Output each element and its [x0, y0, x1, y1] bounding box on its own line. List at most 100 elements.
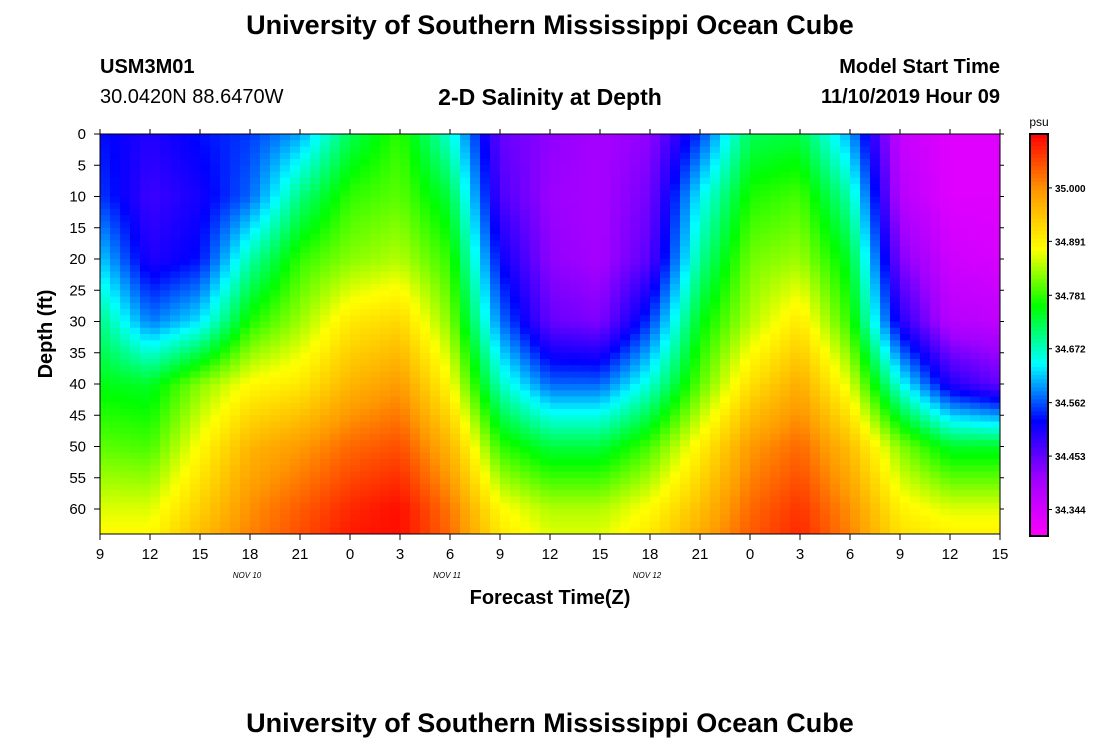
heatmap-cell [850, 409, 861, 416]
heatmap-cell [100, 471, 111, 479]
heatmap-cell [560, 421, 571, 429]
heatmap-cell [800, 177, 811, 185]
heatmap-cell [570, 227, 581, 235]
heatmap-cell [140, 409, 151, 416]
heatmap-cell [160, 296, 171, 304]
heatmap-cell [810, 234, 821, 241]
heatmap-cell [630, 409, 641, 416]
heatmap-cell [400, 152, 411, 160]
heatmap-cell [520, 465, 531, 473]
heatmap-cell [710, 415, 721, 423]
heatmap-cell [680, 296, 691, 304]
heatmap-cell [420, 196, 431, 204]
heatmap-cell [600, 459, 611, 466]
heatmap-cell [250, 446, 261, 454]
heatmap-cell [460, 334, 471, 341]
heatmap-cell [360, 396, 371, 404]
heatmap-cell [590, 240, 601, 248]
heatmap-cell [720, 302, 731, 310]
heatmap-cell [700, 452, 711, 460]
heatmap-cell [440, 465, 451, 473]
heatmap-cell [670, 227, 681, 235]
heatmap-cell [240, 327, 251, 335]
heatmap-cell [260, 196, 271, 204]
heatmap-cell [740, 296, 751, 304]
heatmap-cell [330, 346, 341, 354]
heatmap-cell [770, 246, 781, 254]
heatmap-cell [350, 390, 361, 398]
heatmap-cell [380, 171, 391, 179]
heatmap-cell [710, 209, 721, 216]
heatmap-cell [340, 334, 351, 341]
heatmap-cell [310, 334, 321, 341]
heatmap-cell [560, 252, 571, 260]
heatmap-cell [710, 265, 721, 273]
heatmap-cell [620, 427, 631, 435]
heatmap-cell [920, 365, 931, 373]
heatmap-cell [510, 440, 521, 448]
heatmap-cell [930, 327, 941, 335]
heatmap-cell [110, 184, 121, 191]
heatmap-cell [410, 196, 421, 204]
heatmap-cell [280, 427, 291, 435]
heatmap-cell [700, 296, 711, 304]
heatmap-cell [930, 309, 941, 316]
heatmap-cell [100, 290, 111, 298]
heatmap-cell [850, 340, 861, 348]
heatmap-cell [890, 396, 901, 404]
heatmap-cell [970, 190, 981, 198]
heatmap-cell [410, 471, 421, 479]
heatmap-cell [880, 402, 891, 410]
heatmap-cell [530, 409, 541, 416]
heatmap-cell [280, 246, 291, 254]
heatmap-cell [200, 152, 211, 160]
heatmap-cell [830, 146, 841, 154]
heatmap-cell [350, 134, 361, 141]
heatmap-cell [560, 184, 571, 191]
heatmap-cell [890, 159, 901, 166]
heatmap-cell [560, 240, 571, 248]
heatmap-cell [910, 271, 921, 279]
heatmap-cell [290, 277, 301, 285]
heatmap-cell [900, 240, 911, 248]
heatmap-cell [700, 196, 711, 204]
heatmap-cell [820, 302, 831, 310]
heatmap-cell [600, 440, 611, 448]
heatmap-cell [830, 427, 841, 435]
heatmap-cell [360, 290, 371, 298]
heatmap-cell [620, 415, 631, 423]
heatmap-cell [730, 402, 741, 410]
heatmap-cell [490, 227, 501, 235]
heatmap-cell [240, 434, 251, 441]
heatmap-cell [940, 302, 951, 310]
heatmap-cell [560, 246, 571, 254]
heatmap-cell [730, 284, 741, 291]
heatmap-cell [370, 465, 381, 473]
heatmap-cell [260, 371, 271, 379]
heatmap-cell [880, 159, 891, 166]
heatmap-cell [170, 452, 181, 460]
heatmap-cell [250, 146, 261, 154]
heatmap-cell [880, 409, 891, 416]
heatmap-cell [870, 209, 881, 216]
heatmap-cell [570, 465, 581, 473]
heatmap-cell [580, 296, 591, 304]
heatmap-cell [890, 402, 901, 410]
heatmap-cell [200, 396, 211, 404]
heatmap-cell [830, 252, 841, 260]
heatmap-cell [170, 321, 181, 329]
heatmap-cell [400, 327, 411, 335]
heatmap-cell [390, 284, 401, 291]
heatmap-cell [240, 221, 251, 229]
heatmap-cell [120, 227, 131, 235]
heatmap-cell [970, 471, 981, 479]
heatmap-cell [300, 321, 311, 329]
heatmap-cell [130, 415, 141, 423]
heatmap-cell [500, 465, 511, 473]
heatmap-cell [360, 152, 371, 160]
heatmap-cell [950, 321, 961, 329]
heatmap-cell [300, 396, 311, 404]
heatmap-cell [750, 134, 761, 141]
heatmap-cell [410, 171, 421, 179]
heatmap-cell [990, 221, 1000, 229]
